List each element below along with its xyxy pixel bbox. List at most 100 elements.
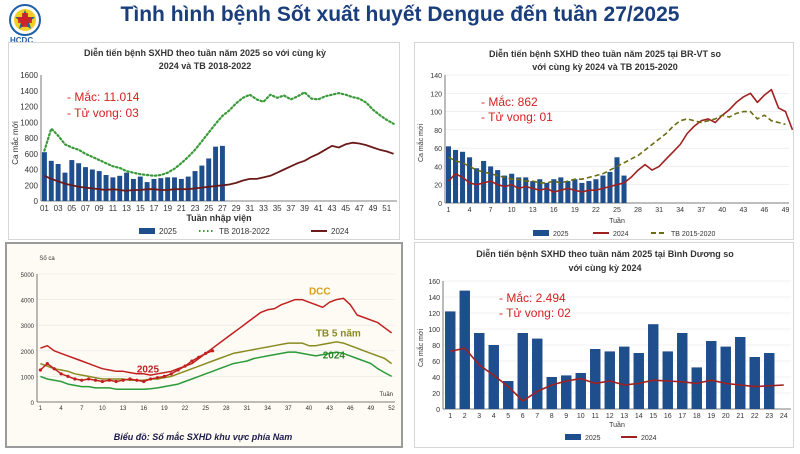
bar-4: [62, 172, 68, 201]
y-tick-label: 1400: [20, 87, 38, 96]
chart-hcm: Diễn tiến bệnh SXHD theo tuần năm 2025 s…: [11, 48, 397, 236]
bar-21: [586, 181, 592, 203]
y-tick-label: 140: [428, 295, 440, 302]
bar-23: [764, 353, 775, 409]
x-tick-label: 24: [780, 413, 788, 420]
x-tick-label: 40: [718, 207, 726, 214]
x-tick-label: 40: [306, 406, 313, 412]
x-tick-label: 49: [369, 204, 378, 213]
page-title: Tình hình bệnh Sốt xuất huyết Dengue đến…: [120, 3, 680, 26]
bar-12: [523, 177, 529, 203]
x-tick-label: 10: [99, 406, 106, 412]
y-tick-label: 1200: [20, 103, 38, 112]
x-tick-label: 28: [634, 207, 642, 214]
y-tick-label: 3000: [21, 324, 35, 330]
x-tick-label: 19: [163, 204, 172, 213]
x-tick-label: 22: [182, 406, 189, 412]
chart-title: Diễn tiến bệnh SXHD theo tuần năm 2025 t…: [489, 49, 722, 59]
x-axis-label: Tuần: [380, 392, 393, 398]
bar-15: [137, 176, 143, 201]
point: [155, 376, 160, 380]
bar-22: [593, 179, 599, 203]
chart-panel-south: Biểu đồ: Số mắc SXHD khu vực phía Nam 0 10…: [5, 242, 403, 448]
bar-9: [96, 171, 102, 201]
x-tick-label: 20: [722, 413, 730, 420]
series-label: TB 5 năm: [316, 329, 361, 340]
point: [135, 378, 139, 382]
bar-10: [103, 175, 109, 201]
bar-11: [516, 177, 522, 203]
y-tick-label: 160: [428, 279, 440, 286]
bar-14: [537, 179, 543, 203]
series-line-1: [450, 347, 784, 402]
bar-6: [76, 163, 82, 201]
y-axis-label: Ca mắc mới: [416, 124, 425, 162]
x-tick-label: 07: [81, 204, 90, 213]
bar-2: [459, 290, 470, 409]
annotation: - Tử vong: 03: [67, 106, 139, 120]
chart-panel-binhduong: Diễn tiến bệnh SXHD theo tuần năm 2025 t…: [414, 242, 794, 448]
point: [162, 374, 166, 378]
x-tick-label: 13: [620, 413, 628, 420]
y-tick-label: 0: [31, 401, 35, 407]
x-tick-label: 37: [286, 204, 295, 213]
y-tick-label: 0: [438, 201, 442, 208]
annotation: - Mắc: 11.014: [67, 89, 140, 104]
x-tick-label: 47: [355, 204, 364, 213]
bar-10: [509, 173, 515, 203]
point: [148, 377, 153, 381]
x-tick-label: 27: [218, 204, 227, 213]
x-tick-label: 41: [314, 204, 323, 213]
bar-8: [546, 377, 557, 409]
series-label: DCC: [309, 286, 331, 297]
bar-2: [48, 160, 54, 201]
x-tick-label: 13: [120, 406, 127, 412]
y-tick-label: 100: [430, 110, 442, 117]
x-tick-label: 43: [326, 406, 333, 412]
bar-15: [648, 324, 659, 409]
x-tick-label: 09: [95, 204, 104, 213]
bar-6: [481, 160, 487, 203]
x-tick-label: 3: [477, 413, 481, 420]
bar-23: [600, 175, 606, 203]
bar-7: [83, 167, 88, 201]
bar-20: [720, 346, 731, 409]
x-tick-label: 6: [521, 413, 525, 420]
x-tick-label: 10: [577, 413, 585, 420]
x-tick-label: 18: [693, 413, 701, 420]
bar-19: [706, 341, 717, 409]
point: [80, 378, 84, 382]
bar-6: [517, 333, 528, 409]
bar-7: [532, 338, 543, 409]
y-axis-label: Ca mắc mới: [11, 121, 20, 165]
x-tick-label: 12: [606, 413, 614, 420]
y-tick-label: 0: [34, 197, 39, 206]
chart-south: Biểu đồ: Số mắc SXHD khu vực phía Nam 0 10…: [21, 256, 396, 442]
x-tick-label: 1: [447, 207, 451, 214]
bar-3: [55, 163, 61, 201]
x-tick-label: 17: [150, 204, 159, 213]
y-tick-label: 60: [434, 146, 442, 153]
annotation: - Tử vong: 01: [481, 110, 553, 124]
point: [183, 364, 187, 368]
point: [107, 378, 111, 382]
point: [169, 372, 173, 376]
annotation: - Tử vong: 02: [499, 306, 571, 320]
chart-title: Diễn tiến bệnh SXHD theo tuần năm 2025 s…: [84, 48, 326, 58]
y-tick-label: 1000: [20, 118, 38, 127]
y-tick-label: 120: [428, 311, 440, 318]
x-tick-label: 19: [571, 207, 579, 214]
series-line-1: [43, 91, 395, 177]
legend-label: 2024: [331, 227, 349, 236]
point: [121, 378, 125, 382]
x-tick-label: 1: [39, 406, 43, 412]
x-tick-label: 03: [54, 204, 63, 213]
x-tick-label: 4: [468, 207, 472, 214]
x-tick-label: 4: [59, 406, 63, 412]
bar-18: [691, 367, 702, 409]
x-tick-label: 16: [140, 406, 147, 412]
chart-title: 2024 và TB 2018-2022: [159, 61, 252, 71]
bar-15: [544, 182, 550, 203]
x-tick-label: 15: [649, 413, 657, 420]
x-tick-label: 25: [613, 207, 621, 214]
